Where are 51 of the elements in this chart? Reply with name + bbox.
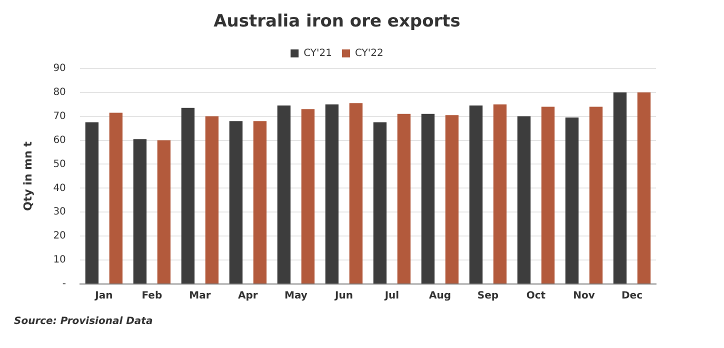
y-tick-label: 90	[53, 62, 66, 74]
bar	[277, 106, 291, 284]
x-tick-label: Nov	[573, 290, 596, 302]
x-tick-label: Mar	[189, 290, 211, 302]
bar	[445, 115, 459, 284]
y-tick-label: 70	[53, 110, 66, 122]
y-tick-label: 60	[53, 134, 66, 146]
y-axis-title: Qty in mn t	[21, 141, 34, 211]
bar	[565, 118, 579, 284]
y-tick-label: 10	[53, 254, 66, 266]
y-tick-label: 80	[53, 86, 66, 98]
y-tick-label: 30	[53, 206, 66, 218]
bar	[85, 122, 99, 284]
y-tick-label: 20	[53, 230, 66, 242]
bar	[205, 116, 219, 284]
x-tick-label: Apr	[238, 290, 258, 302]
legend-label: CY'21	[304, 48, 332, 59]
bar	[637, 92, 651, 284]
bar	[397, 114, 411, 284]
bar	[421, 114, 435, 284]
bar	[109, 112, 123, 284]
bar	[301, 109, 315, 284]
x-tick-label: Sep	[477, 290, 499, 302]
y-tick-label: -	[62, 278, 66, 290]
bar	[517, 116, 531, 284]
y-tick-label: 40	[53, 182, 66, 194]
x-tick-label: Dec	[621, 290, 643, 302]
legend-label: CY'22	[355, 48, 384, 59]
bar	[229, 121, 243, 284]
x-tick-label: Aug	[428, 290, 451, 302]
bar	[325, 104, 339, 284]
bar	[469, 106, 483, 284]
bar	[157, 140, 171, 284]
x-tick-label: Oct	[526, 290, 546, 302]
bar	[493, 104, 507, 284]
y-tick-label: 50	[53, 158, 66, 170]
bar	[613, 92, 627, 284]
bar	[133, 139, 147, 284]
bar	[589, 106, 603, 284]
x-tick-label: Jun	[334, 290, 353, 302]
bar	[253, 121, 267, 284]
x-tick-label: Jan	[94, 290, 113, 302]
bar	[373, 122, 387, 284]
bar	[181, 108, 195, 284]
x-tick-label: Feb	[142, 290, 162, 302]
chart-title: Australia iron ore exports	[214, 12, 460, 32]
bar	[349, 103, 363, 284]
x-tick-label: May	[284, 290, 308, 302]
source-note: Source: Provisional Data	[14, 316, 154, 327]
bar	[541, 106, 555, 284]
x-tick-label: Jul	[384, 290, 400, 302]
